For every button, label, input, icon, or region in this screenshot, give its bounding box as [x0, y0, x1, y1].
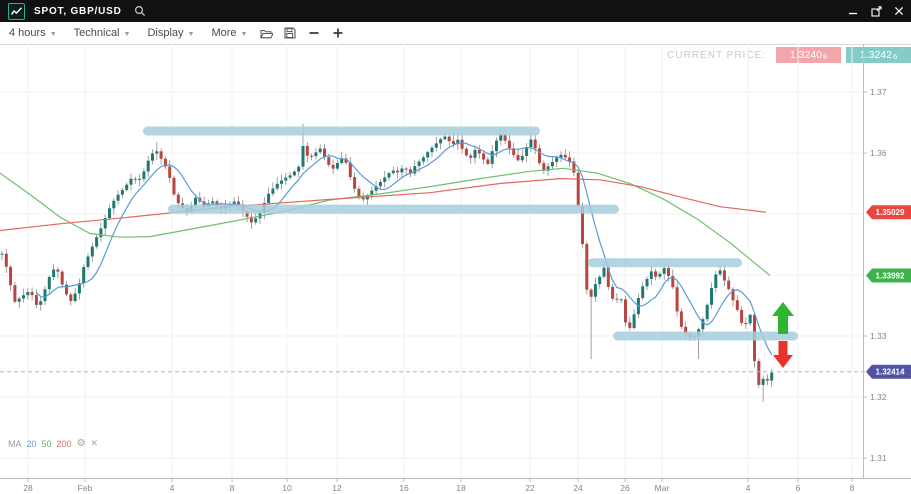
- axis-price-badge-text: 1.35029: [876, 208, 905, 217]
- x-axis-label: 16: [399, 483, 409, 493]
- support-zones: [143, 126, 798, 341]
- x-axis-label: 10: [282, 483, 292, 493]
- x-axis-label: 24: [573, 483, 583, 493]
- chart-logo-icon: [8, 2, 25, 20]
- ma-line: [0, 167, 771, 277]
- zoom-in-icon[interactable]: [331, 26, 345, 40]
- buy-price-pip: 6: [892, 51, 898, 61]
- zone-bar: [588, 258, 742, 268]
- ma-indicator-legend: MA 20 50 200 ⚙ ✕: [8, 438, 98, 449]
- x-axis-label: 28: [23, 483, 33, 493]
- y-axis-label: 1.37: [870, 87, 887, 97]
- x-axis-label: 18: [456, 483, 466, 493]
- x-axis-label: 6: [796, 483, 801, 493]
- x-axis-label: 4: [746, 483, 751, 493]
- x-axis-label: 22: [525, 483, 535, 493]
- indicator-remove-icon[interactable]: ✕: [90, 438, 99, 448]
- title-bar: SPOT, GBP/USD: [0, 0, 911, 22]
- axis-price-badge: [866, 268, 911, 283]
- zone-bar: [168, 204, 619, 214]
- axes: 1.37 1.36 1.33 1.32 1.31 28 Feb 4 8 10 12 16 18 22 24 2…: [0, 44, 911, 493]
- close-icon[interactable]: [893, 5, 905, 17]
- ma-period-20: 20: [26, 438, 37, 449]
- open-folder-icon[interactable]: [259, 26, 273, 40]
- more-label: More: [211, 27, 237, 39]
- ma-label: MA: [8, 438, 22, 449]
- buy-price-badge[interactable]: 1.3242 6: [846, 47, 911, 63]
- search-icon[interactable]: [134, 5, 146, 17]
- chart-container: 1.37 1.36 1.33 1.32 1.31 28 Feb 4 8 10 12 16 18 22 24 2…: [0, 44, 911, 494]
- technical-label: Technical: [73, 27, 120, 39]
- axis-price-badge: [866, 205, 911, 220]
- display-dropdown[interactable]: Display ▼: [147, 27, 194, 39]
- ma-line: [0, 177, 767, 232]
- price-badges: 1.35029 1.33992 1.32414: [866, 205, 911, 379]
- y-axis-label: 1.31: [870, 453, 887, 463]
- current-price-label: CURRENT PRICE:: [667, 49, 766, 61]
- window-controls: [847, 0, 905, 22]
- axis-price-badge: [866, 364, 911, 379]
- axis-price-badge-text: 1.32414: [876, 368, 905, 377]
- sell-price-pip: 8: [822, 51, 828, 61]
- up-arrow: [772, 302, 794, 334]
- price-chart[interactable]: 1.37 1.36 1.33 1.32 1.31 28 Feb 4 8 10 12 16 18 22 24 2…: [0, 44, 911, 494]
- ma-period-50: 50: [41, 438, 52, 449]
- ma-lines: [0, 141, 773, 356]
- buy-price-main: 1.3242: [859, 49, 892, 61]
- down-arrow: [773, 341, 793, 368]
- x-axis-label: 12: [332, 483, 342, 493]
- ma-line: [35, 141, 773, 356]
- zoom-out-icon[interactable]: [307, 26, 321, 40]
- minimize-icon[interactable]: [847, 5, 859, 17]
- technical-dropdown[interactable]: Technical ▼: [74, 27, 131, 39]
- chevron-down-icon: ▼: [123, 30, 131, 38]
- gridlines: [0, 44, 863, 478]
- x-axis-label: Mar: [655, 483, 670, 493]
- y-axis-label: 1.33: [870, 331, 887, 341]
- zone-bar: [143, 126, 540, 136]
- ma-period-200: 200: [56, 438, 72, 449]
- toolbar-icon-group: [259, 26, 345, 40]
- indicator-settings-gear-icon[interactable]: ⚙: [76, 438, 86, 449]
- chart-toolbar: 4 hours ▼ Technical ▼ Display ▼ More ▼: [0, 22, 911, 63]
- axis-price-badge-text: 1.33992: [876, 271, 905, 280]
- popout-icon[interactable]: [870, 5, 882, 17]
- chevron-down-icon: ▼: [187, 30, 195, 38]
- current-price-panel: CURRENT PRICE: 1.3240 8 1.3242 6: [667, 44, 911, 66]
- signal-arrows: [772, 302, 794, 368]
- timeframe-label: 4 hours: [9, 27, 46, 39]
- chevron-down-icon: ▼: [240, 30, 248, 38]
- x-axis-label: 8: [850, 483, 855, 493]
- save-icon[interactable]: [283, 26, 297, 40]
- y-axis-label: 1.32: [870, 392, 887, 402]
- timeframe-dropdown[interactable]: 4 hours ▼: [9, 27, 57, 39]
- zone-bar: [613, 331, 798, 341]
- x-axis-label: 26: [620, 483, 630, 493]
- instrument-title: SPOT, GBP/USD: [34, 5, 122, 17]
- display-label: Display: [147, 27, 184, 39]
- y-axis-label: 1.36: [870, 148, 887, 158]
- more-dropdown[interactable]: More ▼: [211, 27, 247, 39]
- x-axis-label: 4: [170, 483, 175, 493]
- chevron-down-icon: ▼: [49, 30, 57, 38]
- x-axis-label: 8: [230, 483, 235, 493]
- x-axis-label: Feb: [78, 483, 93, 493]
